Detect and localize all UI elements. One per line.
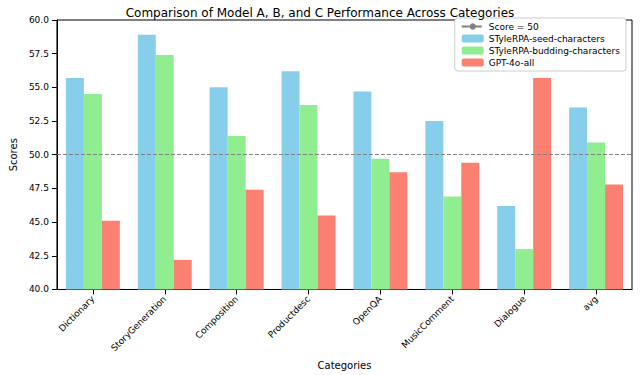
svg-text:Dictionary: Dictionary [57,293,97,333]
svg-text:GPT-4o-all: GPT-4o-all [489,58,534,68]
svg-text:Comparison of Model A, B, and: Comparison of Model A, B, and C Performa… [126,6,515,20]
svg-text:Scores: Scores [8,138,19,171]
svg-text:60.0: 60.0 [29,15,49,25]
svg-text:45.0: 45.0 [29,217,49,227]
svg-text:Composition: Composition [193,294,240,341]
svg-text:55.0: 55.0 [29,82,49,92]
svg-text:STyleRPA-seed-characters: STyleRPA-seed-characters [489,34,605,44]
svg-text:Categories: Categories [318,360,372,371]
svg-text:StoryGeneration: StoryGeneration [109,294,168,353]
svg-text:42.5: 42.5 [29,251,49,261]
svg-text:50.0: 50.0 [29,150,49,160]
svg-text:OpenQA: OpenQA [351,293,385,327]
svg-text:47.5: 47.5 [29,183,49,193]
svg-text:STyleRPA-budding-characters: STyleRPA-budding-characters [489,46,621,56]
svg-text:52.5: 52.5 [29,116,49,126]
svg-text:40.0: 40.0 [29,284,49,294]
svg-text:57.5: 57.5 [29,49,49,59]
svg-text:Score = 50: Score = 50 [489,22,539,32]
svg-text:MusicComment: MusicComment [400,294,457,351]
svg-text:Productdesc: Productdesc [266,294,312,340]
svg-text:Dialogue: Dialogue [492,294,528,330]
svg-text:avg: avg [581,294,600,313]
